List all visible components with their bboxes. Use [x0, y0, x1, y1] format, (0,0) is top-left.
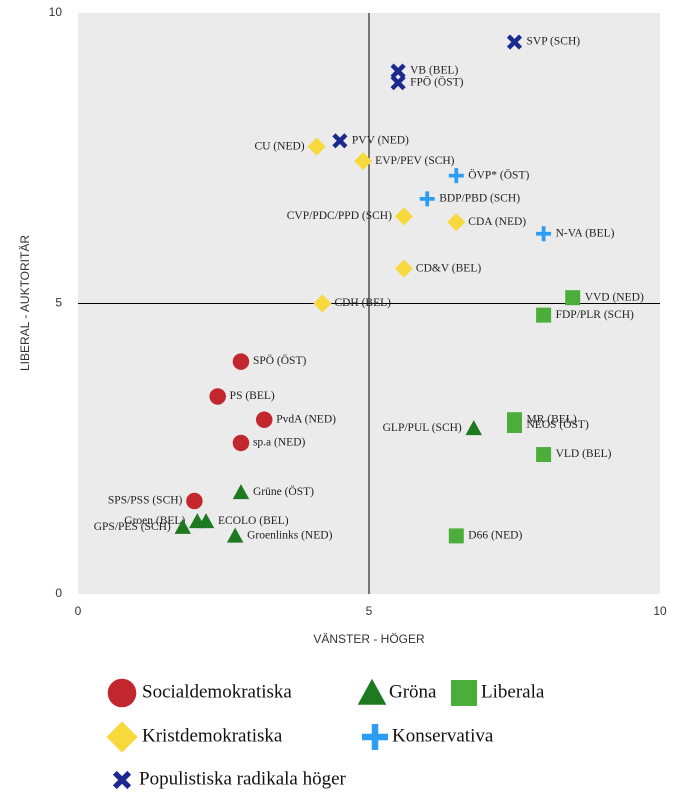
data-point: [536, 307, 552, 323]
point-label: EVP/PEV (SCH): [375, 155, 455, 167]
legend-marker: [106, 721, 138, 753]
data-point: [174, 518, 192, 534]
x-tick-label: 0: [75, 604, 82, 618]
data-point: [226, 527, 244, 543]
data-point: [197, 513, 215, 529]
legend-label: Gröna: [389, 681, 437, 702]
x-axis-label: VÄNSTER - HÖGER: [313, 632, 425, 646]
data-point: [448, 168, 464, 184]
legend-marker: [362, 724, 388, 750]
point-label: VVD (NED): [585, 291, 644, 303]
data-point: [255, 411, 273, 428]
legend-marker: [107, 678, 137, 708]
legend-label: Kristdemokratiska: [142, 725, 283, 746]
point-label: VLD (BEL): [556, 448, 612, 460]
point-label: CVP/PDC/PPD (SCH): [287, 210, 392, 222]
data-point: [390, 75, 406, 91]
data-point: [313, 294, 332, 313]
y-tick-label: 5: [55, 296, 62, 310]
y-tick-label: 0: [55, 586, 62, 600]
data-point: [307, 137, 326, 156]
point-label: FDP/PLR (SCH): [556, 309, 634, 321]
point-label: SPÖ (ÖST): [253, 353, 307, 367]
data-point: [394, 207, 413, 226]
point-label: PVV (NED): [352, 134, 409, 146]
data-point: [565, 290, 581, 306]
data-point: [209, 388, 226, 405]
legend-marker: [112, 770, 132, 790]
data-point: [394, 259, 413, 278]
point-label: N-VA (BEL): [556, 227, 615, 239]
legend-label: Konservativa: [392, 725, 494, 746]
data-point: [419, 191, 435, 207]
point-label: sp.a (NED): [253, 437, 306, 449]
legend-label: Liberala: [481, 681, 545, 702]
data-point: [186, 492, 203, 510]
point-label: Grüne (ÖST): [253, 484, 314, 498]
point-label: CDA (NED): [468, 216, 526, 228]
point-label: SVP (SCH): [527, 36, 581, 48]
y-tick-label: 10: [49, 5, 63, 19]
legend-marker: [357, 678, 387, 705]
legend-marker: [451, 680, 477, 706]
y-axis-label: LIBERAL - AUKTORITÄR: [18, 235, 32, 371]
point-label: D66 (NED): [468, 530, 522, 542]
point-label: NEOS (ÖST): [527, 417, 589, 431]
point-label: MR (BEL): [527, 413, 577, 425]
point-label: BDP/PBD (SCH): [439, 193, 520, 205]
point-label: ÖVP* (ÖST): [468, 167, 529, 181]
data-point: [506, 34, 523, 50]
point-label: CU (NED): [254, 140, 304, 152]
point-label: SPS/PSS (SCH): [108, 495, 183, 507]
point-label: FPÖ (ÖST): [410, 74, 464, 88]
x-tick-label: 10: [653, 604, 667, 618]
legend-label: Socialdemokratiska: [142, 681, 292, 702]
data-point: [465, 420, 483, 436]
data-point: [447, 213, 466, 232]
data-point: [232, 434, 250, 452]
point-label: CDH (BEL): [334, 297, 391, 309]
data-point: [232, 353, 250, 370]
data-point: [507, 418, 522, 434]
point-label: PvdA (NED): [276, 413, 336, 425]
point-label: Groenlinks (NED): [247, 530, 332, 542]
data-point: [232, 484, 250, 500]
point-label: ECOLO (BEL): [218, 515, 289, 527]
data-point: [390, 63, 406, 79]
data-point: [354, 152, 373, 171]
data-point: [536, 226, 552, 242]
point-label: Groen (BEL): [124, 515, 185, 527]
x-tick-label: 5: [366, 604, 373, 618]
data-point: [536, 447, 552, 463]
point-label: VB (BEL): [410, 65, 458, 77]
data-point: [332, 133, 348, 149]
point-label: CD&V (BEL): [416, 262, 481, 274]
data-point: [448, 528, 464, 544]
point-label: GPS/PES (SCH): [94, 521, 171, 533]
legend-label: Populistiska radikala höger: [139, 768, 347, 789]
point-label: GLP/PUL (SCH): [383, 422, 462, 434]
point-label: PS (BEL): [230, 390, 275, 402]
